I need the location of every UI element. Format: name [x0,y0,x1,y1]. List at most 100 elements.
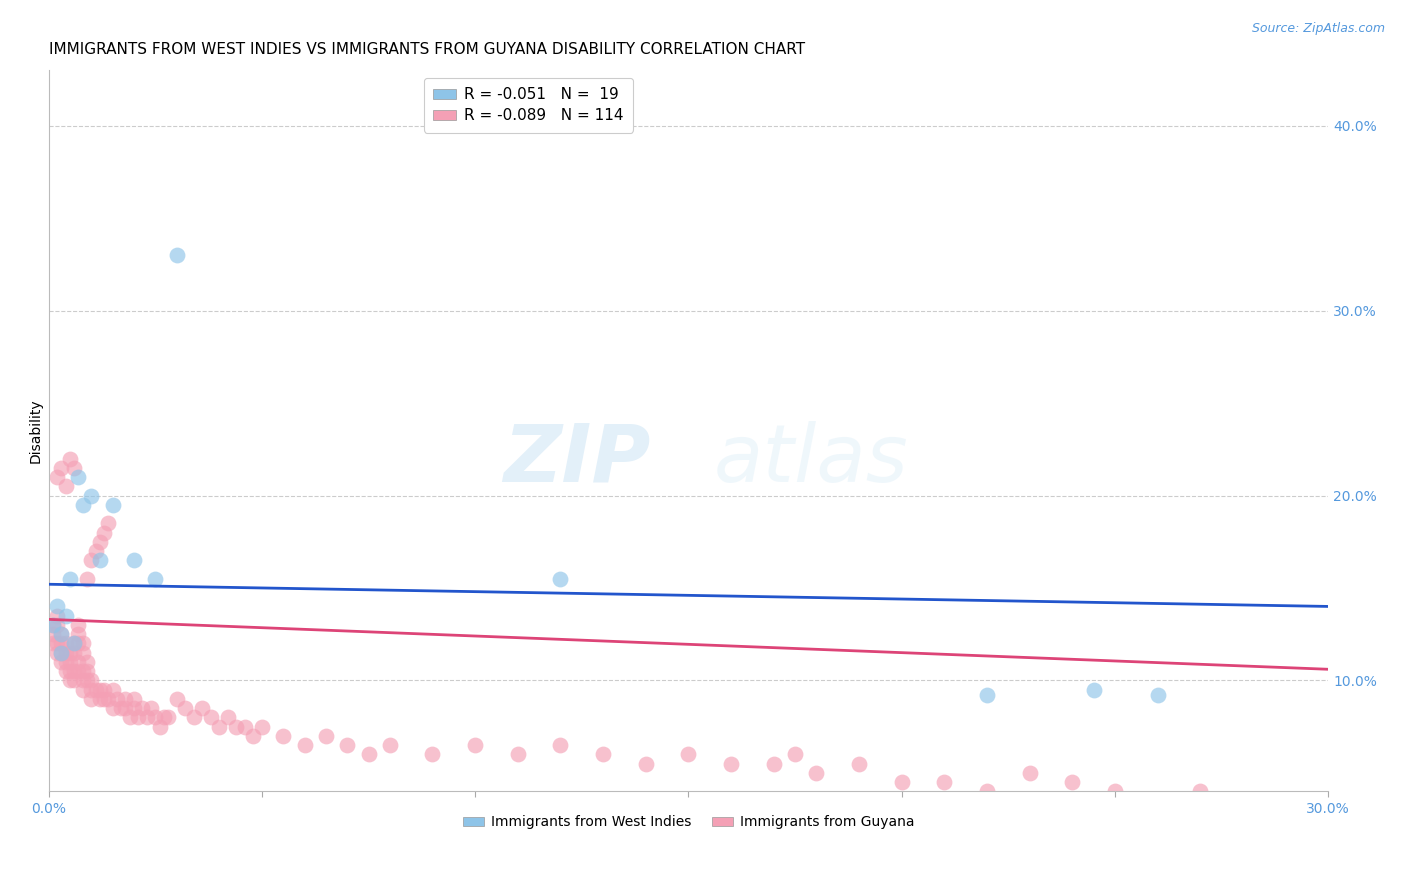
Point [59,572,82,586]
Point [80,682,103,697]
Point [42,618,65,632]
Point [131,701,153,715]
Point [89,691,111,706]
Point [76,673,98,688]
Point [1211,793,1233,807]
Point [271,729,294,743]
Point [1146,793,1168,807]
Point [225,720,247,734]
Point [122,691,145,706]
Point [63,636,86,650]
Point [63,460,86,475]
Point [51,636,73,650]
Point [42,636,65,650]
Point [200,710,222,724]
Point [976,688,998,702]
Point [89,682,111,697]
Point [101,498,124,512]
Point [51,627,73,641]
Point [122,553,145,567]
Point [93,525,115,540]
Point [76,655,98,669]
Point [51,655,73,669]
Point [110,701,132,715]
Point [80,673,103,688]
Point [55,664,77,678]
Point [67,627,90,641]
Point [890,775,912,789]
Point [46,608,69,623]
Point [93,691,115,706]
Point [46,618,69,632]
Point [1104,784,1126,798]
Point [46,646,69,660]
Point [1146,688,1168,702]
Point [135,710,157,724]
Point [67,470,90,484]
Point [294,738,316,752]
Point [72,664,94,678]
Point [934,775,956,789]
Point [59,655,82,669]
Point [183,710,205,724]
Point [63,636,86,650]
Point [233,720,256,734]
Point [55,636,77,650]
Point [422,747,444,762]
Point [84,544,107,558]
Point [105,691,128,706]
Legend: Immigrants from West Indies, Immigrants from Guyana: Immigrants from West Indies, Immigrants … [457,810,920,835]
Point [67,655,90,669]
Point [89,534,111,549]
Point [118,710,141,724]
Point [357,747,380,762]
Point [1253,793,1275,807]
Point [55,646,77,660]
Point [143,710,166,724]
Point [242,729,264,743]
Point [152,710,174,724]
Point [315,729,337,743]
Point [506,747,529,762]
Point [101,701,124,715]
Point [59,646,82,660]
Point [114,701,136,715]
Point [89,553,111,567]
Point [848,756,870,771]
Point [51,627,73,641]
Point [1018,765,1040,780]
Point [72,498,94,512]
Point [51,646,73,660]
Point [72,682,94,697]
Point [72,646,94,660]
Text: atlas: atlas [714,421,908,499]
Point [67,618,90,632]
Point [67,664,90,678]
Point [148,720,170,734]
Point [1265,803,1288,817]
Point [46,636,69,650]
Point [678,747,700,762]
Point [72,636,94,650]
Point [97,516,120,531]
Point [76,572,98,586]
Y-axis label: Disability: Disability [30,399,44,463]
Point [80,691,103,706]
Point [55,479,77,493]
Point [72,673,94,688]
Point [42,618,65,632]
Point [592,747,614,762]
Point [80,489,103,503]
Point [63,664,86,678]
Point [634,756,657,771]
Point [55,655,77,669]
Point [174,701,197,715]
Point [80,553,103,567]
Point [250,720,273,734]
Point [122,701,145,715]
Point [1189,784,1212,798]
Point [127,710,149,724]
Point [51,646,73,660]
Point [550,572,572,586]
Point [336,738,359,752]
